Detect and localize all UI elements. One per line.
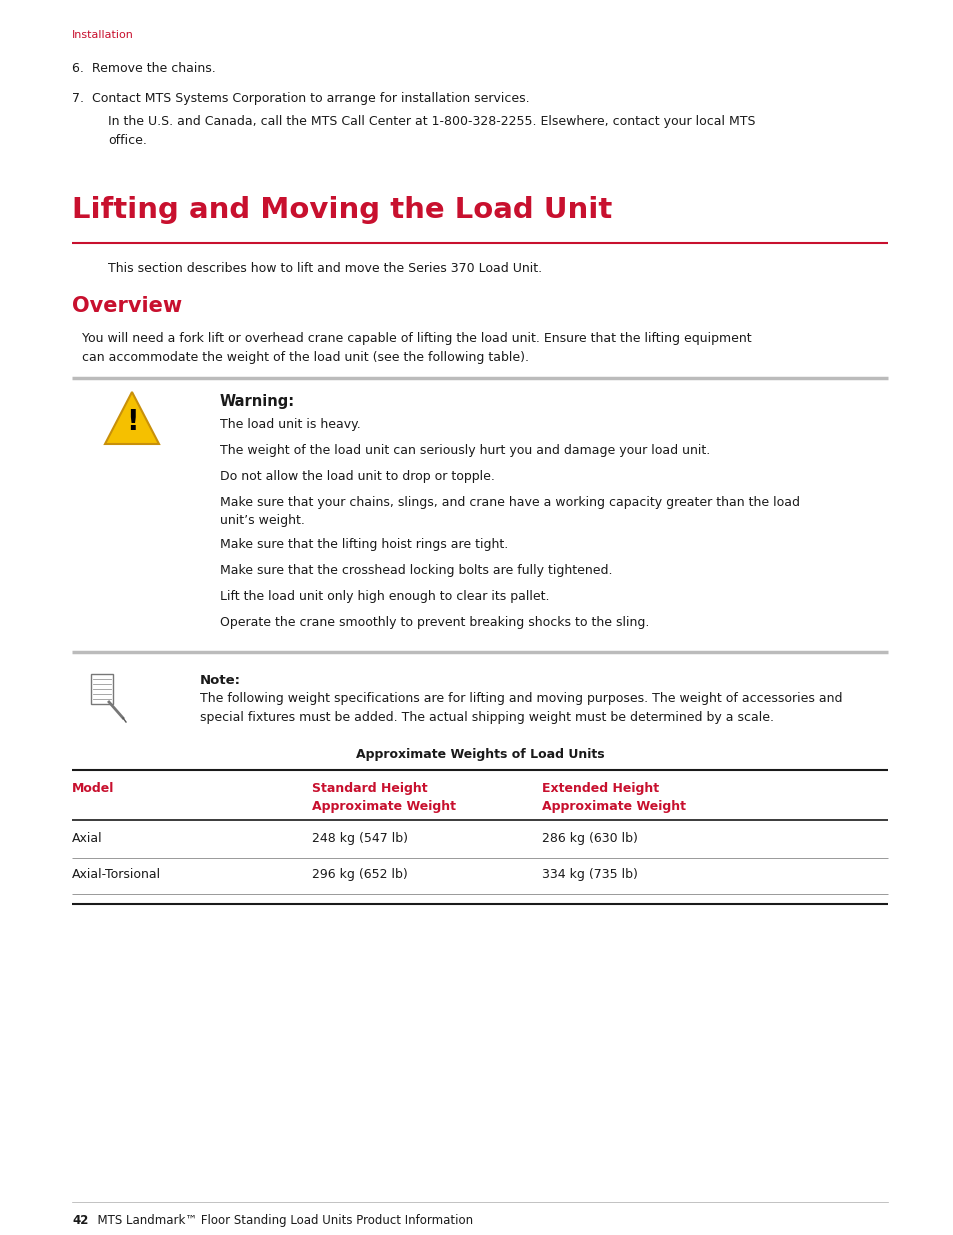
- Text: Lifting and Moving the Load Unit: Lifting and Moving the Load Unit: [71, 196, 612, 224]
- Text: Installation: Installation: [71, 30, 133, 40]
- Text: 286 kg (630 lb): 286 kg (630 lb): [541, 832, 638, 845]
- Text: !: !: [126, 408, 138, 436]
- Text: 6.  Remove the chains.: 6. Remove the chains.: [71, 62, 215, 75]
- Text: 7.  Contact MTS Systems Corporation to arrange for installation services.: 7. Contact MTS Systems Corporation to ar…: [71, 91, 529, 105]
- Text: This section describes how to lift and move the Series 370 Load Unit.: This section describes how to lift and m…: [108, 262, 541, 275]
- Text: Warning:: Warning:: [220, 394, 294, 409]
- Text: Make sure that the crosshead locking bolts are fully tightened.: Make sure that the crosshead locking bol…: [220, 564, 612, 577]
- Polygon shape: [105, 391, 159, 445]
- Text: 334 kg (735 lb): 334 kg (735 lb): [541, 868, 638, 881]
- Text: The weight of the load unit can seriously hurt you and damage your load unit.: The weight of the load unit can seriousl…: [220, 445, 709, 457]
- Text: Axial-Torsional: Axial-Torsional: [71, 868, 161, 881]
- Text: Approximate Weight: Approximate Weight: [312, 800, 456, 813]
- Text: Make sure that the lifting hoist rings are tight.: Make sure that the lifting hoist rings a…: [220, 538, 508, 551]
- Text: Axial: Axial: [71, 832, 103, 845]
- Text: The load unit is heavy.: The load unit is heavy.: [220, 417, 360, 431]
- Text: 42: 42: [71, 1214, 89, 1228]
- Text: Operate the crane smoothly to prevent breaking shocks to the sling.: Operate the crane smoothly to prevent br…: [220, 616, 649, 629]
- Text: The following weight specifications are for lifting and moving purposes. The wei: The following weight specifications are …: [200, 692, 841, 724]
- Text: Make sure that your chains, slings, and crane have a working capacity greater th: Make sure that your chains, slings, and …: [220, 496, 800, 527]
- Text: Do not allow the load unit to drop or topple.: Do not allow the load unit to drop or to…: [220, 471, 495, 483]
- FancyBboxPatch shape: [91, 674, 112, 704]
- Text: MTS Landmark™ Floor Standing Load Units Product Information: MTS Landmark™ Floor Standing Load Units …: [90, 1214, 473, 1228]
- Text: In the U.S. and Canada, call the MTS Call Center at 1-800-328-2255. Elsewhere, c: In the U.S. and Canada, call the MTS Cal…: [108, 115, 755, 147]
- Text: Approximate Weight: Approximate Weight: [541, 800, 685, 813]
- Text: Note:: Note:: [200, 674, 241, 687]
- Text: Approximate Weights of Load Units: Approximate Weights of Load Units: [355, 748, 603, 761]
- Text: You will need a fork lift or overhead crane capable of lifting the load unit. En: You will need a fork lift or overhead cr…: [82, 332, 751, 363]
- Text: 248 kg (547 lb): 248 kg (547 lb): [312, 832, 408, 845]
- Text: Model: Model: [71, 782, 114, 795]
- Text: Overview: Overview: [71, 296, 182, 316]
- Text: Standard Height: Standard Height: [312, 782, 427, 795]
- Text: 296 kg (652 lb): 296 kg (652 lb): [312, 868, 407, 881]
- Text: Extended Height: Extended Height: [541, 782, 659, 795]
- Text: Lift the load unit only high enough to clear its pallet.: Lift the load unit only high enough to c…: [220, 590, 549, 603]
